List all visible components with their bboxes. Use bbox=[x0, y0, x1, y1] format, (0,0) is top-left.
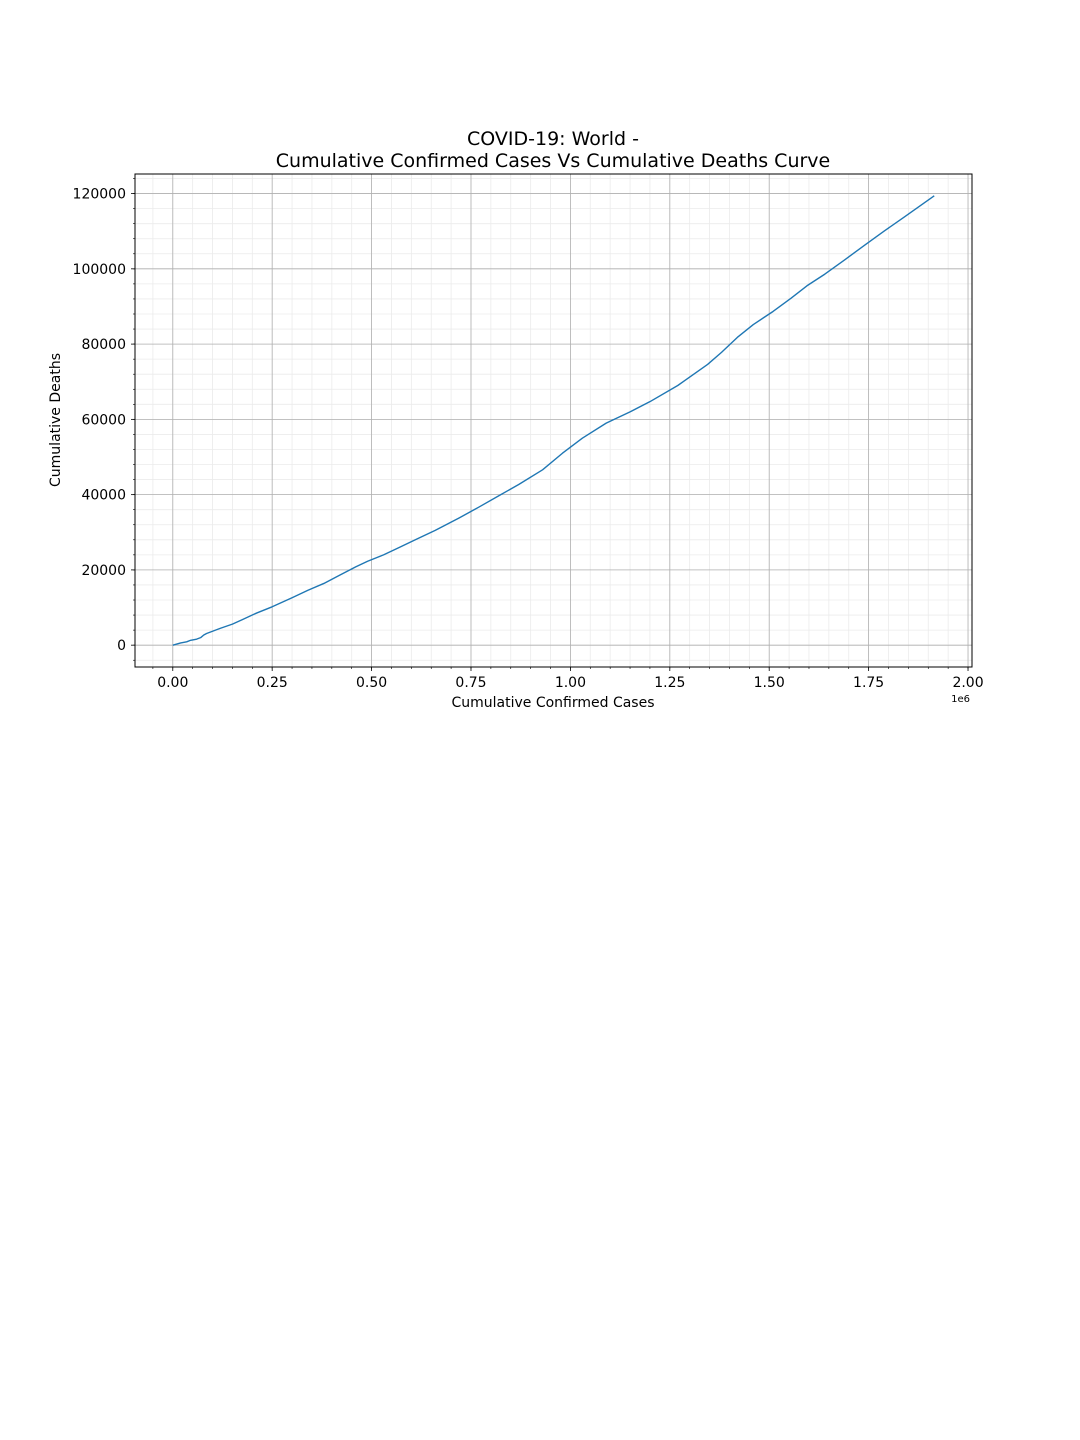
chart-title-line-1: COVID-19: World - bbox=[467, 128, 639, 150]
x-tick-label: 2.00 bbox=[952, 675, 983, 691]
x-tick-label: 0.25 bbox=[257, 675, 288, 691]
axes-frame bbox=[134, 173, 973, 668]
y-axis-label: Cumulative Deaths bbox=[48, 353, 64, 487]
y-tick-label: 120000 bbox=[73, 187, 126, 203]
major-grid bbox=[135, 174, 972, 667]
data-series-line bbox=[172, 195, 935, 646]
x-axis: 0.00 0.25 0.50 0.75 1.00 1.25 1.50 1.75 2.00 bbox=[152, 667, 984, 691]
data-series-group bbox=[172, 195, 935, 646]
minor-grid bbox=[135, 174, 972, 667]
y-tick-label: 80000 bbox=[81, 337, 126, 353]
x-tick-label: 1.00 bbox=[555, 675, 586, 691]
x-tick-label: 0.00 bbox=[157, 675, 188, 691]
x-tick-label: 1.75 bbox=[853, 675, 884, 691]
x-axis-offset-label: 1e6 bbox=[951, 694, 970, 705]
x-tick-label: 0.50 bbox=[356, 675, 387, 691]
x-tick-label: 1.50 bbox=[754, 675, 785, 691]
x-tick-label: 1.25 bbox=[654, 675, 685, 691]
y-tick-label: 60000 bbox=[81, 412, 126, 428]
y-tick-label: 40000 bbox=[81, 488, 126, 504]
x-axis-label: Cumulative Confirmed Cases bbox=[451, 695, 654, 711]
y-tick-label: 0 bbox=[117, 638, 126, 654]
x-tick-label: 0.75 bbox=[455, 675, 486, 691]
y-axis: 0 20000 40000 60000 80000 100000 120000 bbox=[73, 178, 135, 661]
y-tick-label: 20000 bbox=[81, 563, 126, 579]
chart-title-line-2: Cumulative Confirmed Cases Vs Cumulative… bbox=[276, 150, 830, 172]
y-tick-label: 100000 bbox=[73, 262, 126, 278]
